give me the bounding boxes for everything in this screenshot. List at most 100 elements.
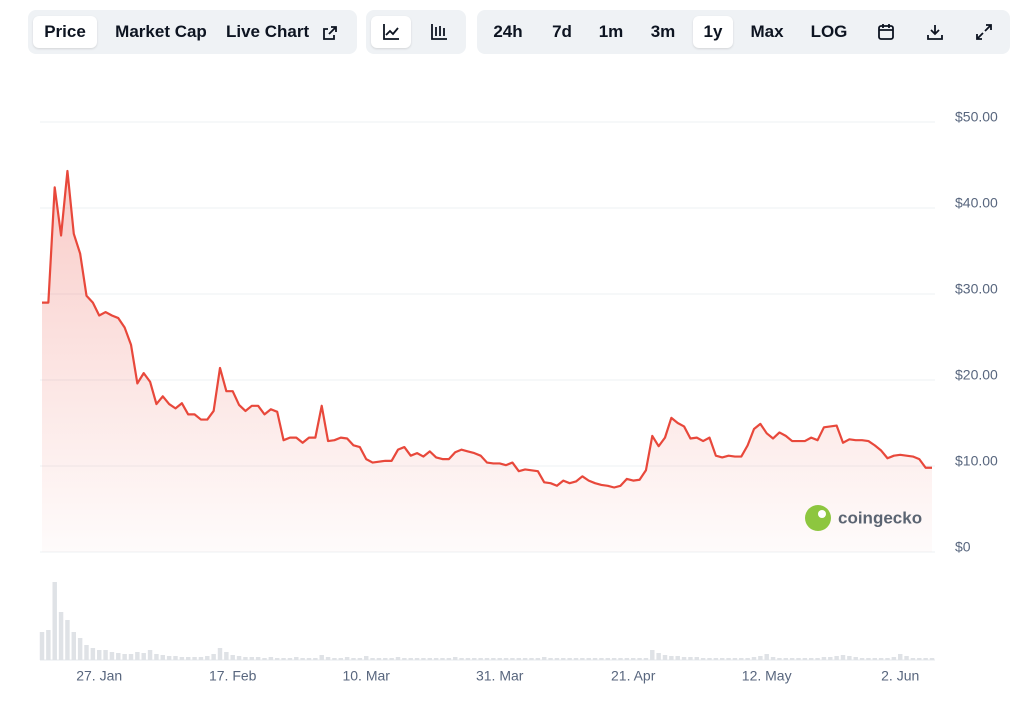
volume-bar xyxy=(630,658,636,660)
calendar-button[interactable] xyxy=(866,16,906,48)
tab-button[interactable]: Price xyxy=(33,16,97,48)
volume-bar xyxy=(141,653,146,660)
volume-bar xyxy=(758,656,763,660)
volume-bar xyxy=(294,657,299,660)
volume-bar xyxy=(554,658,560,660)
tab-button[interactable]: Live Chart xyxy=(226,22,310,41)
volume-bar xyxy=(573,658,579,660)
y-tick-label: $20.00 xyxy=(955,367,998,383)
volume-bar xyxy=(71,632,77,660)
volume-bar xyxy=(472,658,477,660)
volume-bar xyxy=(599,658,604,660)
volume-bar xyxy=(777,658,782,660)
volume-bar xyxy=(586,658,591,660)
volume-bar xyxy=(344,657,350,660)
volume-bar xyxy=(160,655,166,660)
volume-bar xyxy=(433,658,439,660)
volume-bar xyxy=(605,658,611,660)
volume-bar xyxy=(624,658,630,660)
candle-chart-button[interactable] xyxy=(419,16,459,48)
volume-bar xyxy=(154,654,159,660)
volume-bar xyxy=(325,657,331,660)
volume-bar xyxy=(383,658,388,660)
volume-bar xyxy=(446,658,452,660)
volume-bar xyxy=(166,656,172,660)
range-button[interactable]: 7d xyxy=(552,22,572,41)
volume-bar xyxy=(268,657,274,660)
volume-bar xyxy=(421,658,426,660)
range-button[interactable]: 3m xyxy=(650,22,676,41)
volume-bar xyxy=(789,658,795,660)
range-button[interactable]: Max xyxy=(750,22,784,41)
line-chart-button[interactable] xyxy=(371,16,411,48)
volume-bar xyxy=(815,658,820,660)
volume-bar xyxy=(90,648,96,660)
volume-bar xyxy=(491,658,496,660)
range-button[interactable]: 1y xyxy=(693,16,733,48)
volume-bar xyxy=(510,658,515,660)
range-selector: 24h 7d 1m 3m 1y Max LOG xyxy=(477,10,1010,54)
volume-bar xyxy=(84,645,89,660)
volume-bar xyxy=(548,658,553,660)
watermark-logo xyxy=(805,505,831,531)
volume-bar xyxy=(808,658,814,660)
volume-bar xyxy=(675,656,680,660)
y-tick-label: $30.00 xyxy=(955,281,998,297)
volume-bar xyxy=(694,657,700,660)
x-tick-label: 2. Jun xyxy=(881,668,919,684)
volume-bar xyxy=(713,658,719,660)
volume-bar xyxy=(179,657,185,660)
volume-bar xyxy=(173,656,178,660)
x-tick-label: 27. Jan xyxy=(76,668,122,684)
volume-bar xyxy=(262,658,267,660)
volume-bar xyxy=(828,657,833,660)
volume-bar xyxy=(408,658,413,660)
volume-bar xyxy=(338,658,344,660)
volume-bar xyxy=(719,658,725,660)
volume-bar xyxy=(224,652,229,660)
range-button[interactable]: 1m xyxy=(598,22,624,41)
volume-bar xyxy=(249,657,255,660)
volume-bar xyxy=(128,654,134,660)
tab-button[interactable]: Market Cap xyxy=(115,22,207,41)
volume-bar xyxy=(332,658,337,660)
volume-bar xyxy=(853,657,858,660)
volume-bar xyxy=(96,650,102,660)
volume-bar xyxy=(351,658,356,660)
y-tick-label: $50.00 xyxy=(955,109,998,125)
volume-bar xyxy=(484,658,490,660)
volume-bar xyxy=(46,630,51,660)
volume-bar xyxy=(116,653,121,660)
volume-bar xyxy=(656,653,661,660)
volume-bar xyxy=(77,638,83,660)
y-tick-label: $0 xyxy=(955,539,971,555)
fullscreen-button[interactable] xyxy=(964,16,1004,48)
watermark-text: coingecko xyxy=(838,508,922,527)
chart-style xyxy=(366,10,466,54)
volume-bar xyxy=(643,658,649,660)
volume-bar xyxy=(783,658,789,660)
volume-bar xyxy=(522,658,528,660)
x-tick-label: 10. Mar xyxy=(342,668,390,684)
volume-bar xyxy=(255,657,261,660)
volume-bar xyxy=(840,655,846,660)
volume-bar xyxy=(230,655,235,660)
volume-bar xyxy=(236,656,242,660)
volume-bar xyxy=(707,658,712,660)
volume-bar xyxy=(319,655,324,660)
view-tabs: Price Market Cap Live Chart xyxy=(28,10,357,54)
download-button[interactable] xyxy=(915,16,955,48)
volume-bar xyxy=(897,654,903,660)
volume-bar xyxy=(65,620,70,660)
volume-bar xyxy=(923,658,928,660)
y-tick-label: $40.00 xyxy=(955,195,998,211)
log-button[interactable]: LOG xyxy=(810,22,848,41)
volume-bar xyxy=(700,658,706,660)
volume-bar xyxy=(211,654,216,660)
volume-bar xyxy=(287,658,293,660)
volume-bar xyxy=(440,658,445,660)
range-button[interactable]: 24h xyxy=(493,22,523,41)
x-tick-label: 31. Mar xyxy=(476,668,524,684)
